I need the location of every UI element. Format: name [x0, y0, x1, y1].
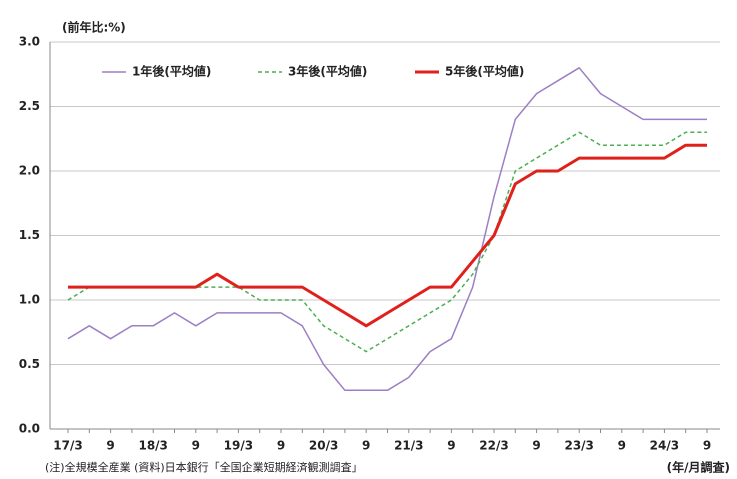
series-line [68, 143, 707, 328]
y-tick-label: 2.5 [19, 99, 40, 113]
y-axis-label: (前年比:%) [62, 20, 126, 35]
legend-label: 5年後(平均値) [445, 64, 524, 79]
y-tick-label: 0.5 [19, 357, 40, 371]
x-tick-label: 19/3 [224, 439, 253, 453]
x-tick-label: 9 [106, 439, 114, 453]
y-tick-label: 3.0 [19, 35, 40, 49]
y-tick-label: 1.0 [19, 293, 40, 307]
y-tick-label: 1.5 [19, 228, 40, 242]
x-tick-label: 24/3 [650, 439, 679, 453]
x-tick-label: 9 [703, 439, 711, 453]
x-tick-label: 9 [447, 439, 455, 453]
x-tick-label: 22/3 [479, 439, 508, 453]
y-tick-label: 2.0 [19, 164, 40, 178]
x-tick-label: 9 [362, 439, 370, 453]
legend-label: 1年後(平均値) [132, 64, 211, 79]
x-tick-label: 18/3 [138, 439, 167, 453]
note: (注)全規模全産業 (資料)日本銀行「全国企業短期経済観測調査」 [45, 460, 363, 474]
x-tick-label: 9 [192, 439, 200, 453]
x-tick-label: 20/3 [309, 439, 338, 453]
series-line [67, 67, 707, 392]
x-unit-label: (年/月調査) [667, 460, 730, 475]
x-tick-label: 17/3 [53, 439, 82, 453]
legend-label: 3年後(平均値) [288, 64, 367, 79]
x-tick-label: 21/3 [394, 439, 423, 453]
x-tick-label: 9 [532, 439, 540, 453]
x-tick-label: 9 [277, 439, 285, 453]
x-tick-label: 23/3 [564, 439, 593, 453]
x-tick-label: 9 [618, 439, 626, 453]
y-tick-label: 0.0 [19, 422, 40, 436]
